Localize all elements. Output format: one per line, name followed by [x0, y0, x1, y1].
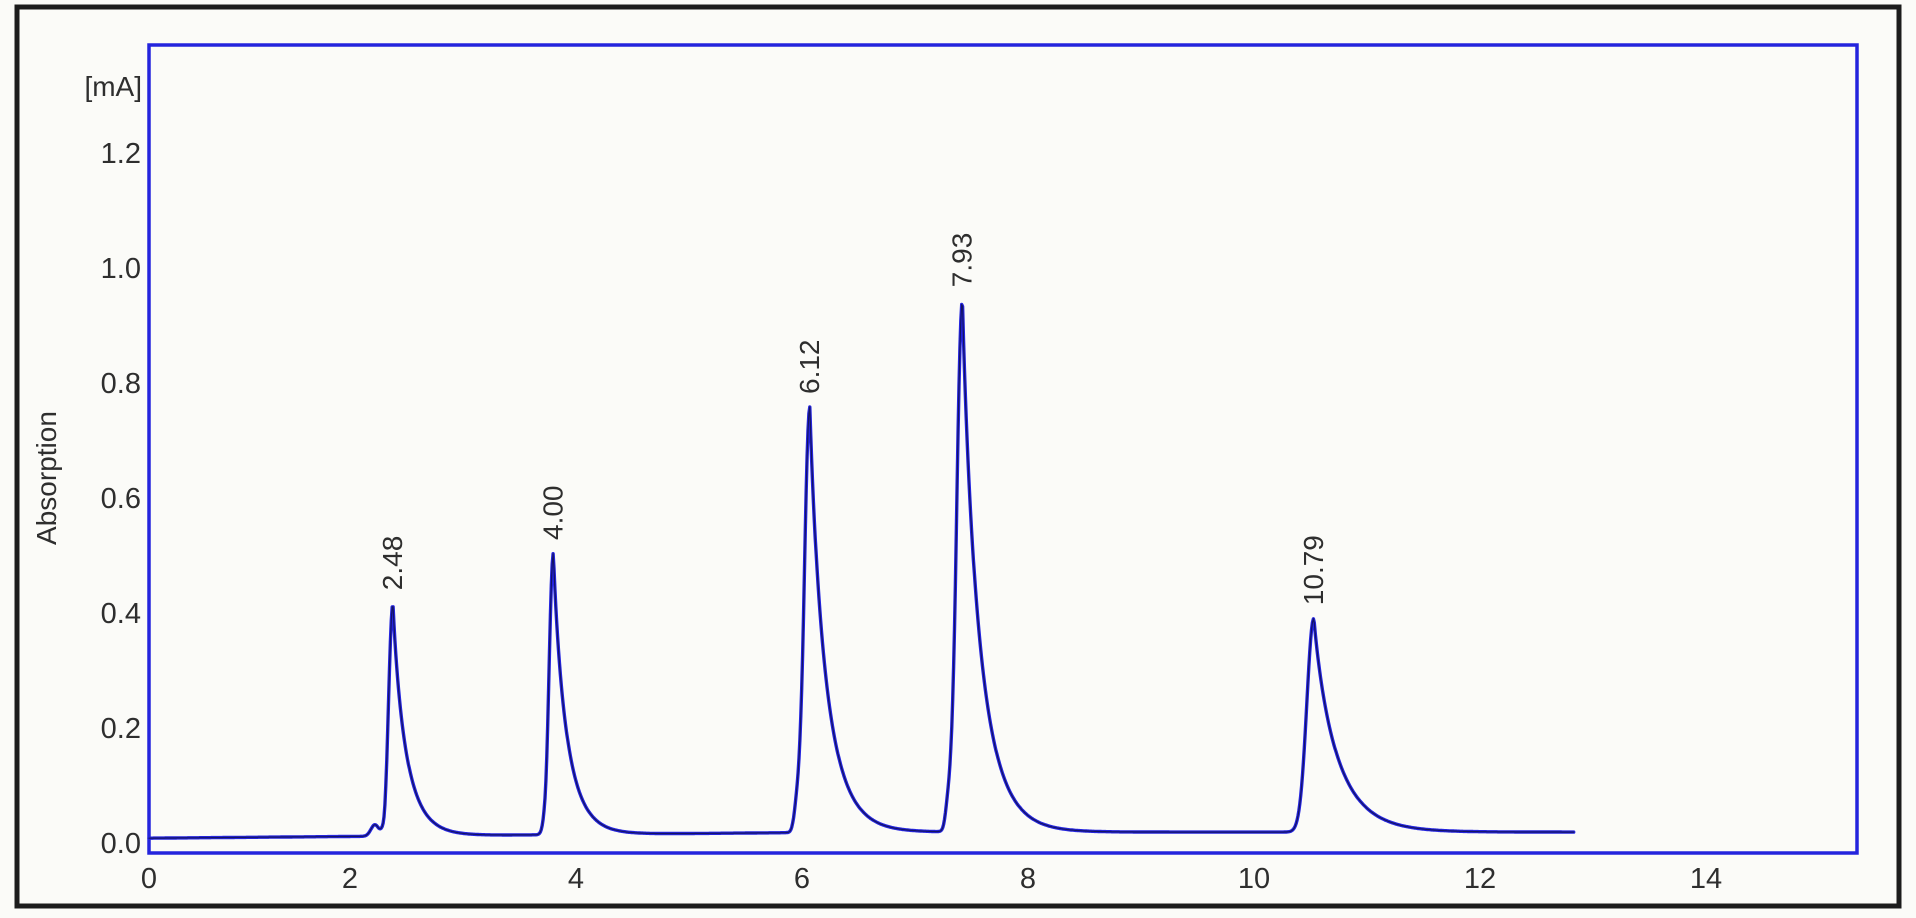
y-tick-label: 0.8: [101, 368, 141, 400]
x-tick-label: 0: [141, 863, 157, 895]
outer-border: [14, 4, 1902, 909]
x-tick-label: 14: [1690, 863, 1722, 895]
x-tick-label: 2: [342, 863, 358, 895]
x-tick-label: 6: [794, 863, 810, 895]
plot-frame: [147, 43, 1859, 855]
peak-label: 7.93: [947, 233, 978, 288]
peak-retention-time-labels: 2.48 4.00 6.12 7.93 10.79: [377, 233, 1329, 606]
peak-label: 4.00: [537, 486, 568, 541]
x-tick-label: 12: [1464, 863, 1496, 895]
y-tick-label: 0.2: [101, 713, 141, 745]
peak-label: 6.12: [794, 340, 825, 395]
chromatogram-trace-core: [148, 303, 1575, 839]
y-tick-label: 1.2: [101, 138, 141, 170]
y-tick-label: 0.6: [101, 483, 141, 515]
peak-label: 2.48: [377, 536, 408, 591]
x-tick-label: 8: [1020, 863, 1036, 895]
y-axis-title: Absorption: [31, 411, 62, 545]
y-axis-unit-label: [mA]: [84, 71, 142, 102]
x-axis-tick-labels: 0 2 4 6 8 10 12 14: [141, 863, 1722, 895]
x-tick-label: 10: [1238, 863, 1270, 895]
x-tick-label: 4: [568, 863, 584, 895]
chromatogram-trace: [147, 302, 1576, 840]
y-axis-tick-labels: 0.0 0.2 0.4 0.6 0.8 1.0 1.2: [101, 138, 141, 860]
y-tick-label: 0.0: [101, 828, 141, 860]
peak-label: 10.79: [1298, 535, 1329, 605]
y-tick-label: 1.0: [101, 253, 141, 285]
y-tick-label: 0.4: [101, 598, 141, 630]
